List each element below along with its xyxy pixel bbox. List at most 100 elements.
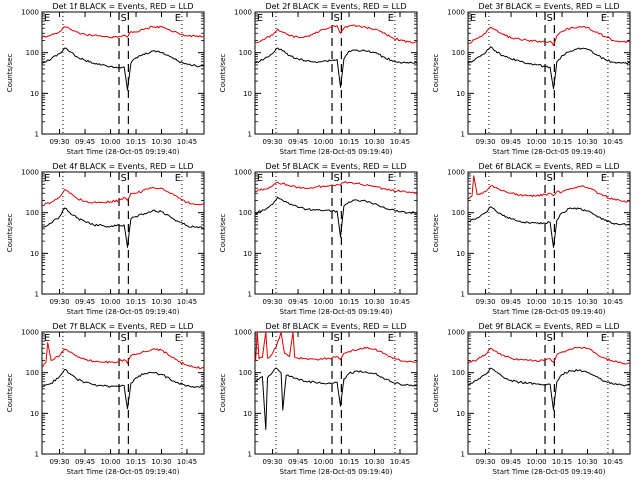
event-marker-label: E (388, 173, 394, 184)
event-marker-label: E (175, 333, 181, 344)
y-tick-label: 100 (26, 209, 39, 217)
x-axis-label: Start Time (28-Oct-05 09:19:40) (493, 468, 606, 476)
plot-frame (467, 171, 631, 295)
x-tick-label: 09:45 (75, 458, 95, 466)
plot-frame (41, 11, 205, 135)
plot-frame (254, 11, 418, 135)
y-axis-label: Counts/sec (432, 374, 440, 413)
x-tick-label: 09:45 (75, 298, 95, 306)
panel-title: Det 9f BLACK = Events, RED = LLD (478, 322, 619, 331)
panel-title: Det 2f BLACK = Events, RED = LLD (265, 2, 406, 11)
x-tick-label: 10:45 (603, 298, 623, 306)
events-series-line (468, 367, 631, 411)
x-tick-label: 10:45 (603, 458, 623, 466)
detector-panel: Det 1f BLACK = Events, RED = LLD 1 10 100 10… (6, 2, 205, 156)
x-tick-label: 10:15 (339, 298, 359, 306)
y-tick-label: 100 (26, 369, 39, 377)
x-tick-label: 10:45 (177, 138, 197, 146)
x-tick-label: 09:30 (475, 298, 495, 306)
x-axis-label: Start Time (28-Oct-05 09:19:40) (67, 308, 180, 316)
y-tick-label: 1 (35, 131, 39, 139)
plot-frame (254, 171, 418, 295)
x-tick-label: 09:30 (49, 298, 69, 306)
detector-panel: Det 3f BLACK = Events, RED = LLD 1 10 100 10… (432, 2, 631, 156)
plot-frame (41, 331, 205, 455)
events-series-line (42, 368, 205, 410)
x-tick-label: 10:15 (339, 138, 359, 146)
lld-series-line (255, 24, 418, 44)
event-marker-label: E (44, 333, 50, 344)
y-tick-label: 1000 (21, 169, 39, 177)
x-tick-label: 10:15 (552, 138, 572, 146)
x-tick-label: 10:45 (390, 298, 410, 306)
x-tick-label: 10:00 (313, 138, 333, 146)
plot-frame (467, 331, 631, 455)
event-marker-label: E (601, 13, 607, 24)
y-tick-label: 1000 (21, 329, 39, 337)
event-marker-label: E (44, 173, 50, 184)
events-series-line (468, 206, 631, 248)
x-axis-label: Start Time (28-Oct-05 09:19:40) (493, 308, 606, 316)
y-tick-label: 10 (456, 90, 465, 98)
lld-series-line (42, 186, 205, 206)
y-tick-label: 10 (243, 90, 252, 98)
x-tick-label: 09:45 (501, 458, 521, 466)
lld-series-line (42, 25, 205, 39)
events-series-line (42, 207, 205, 248)
y-tick-label: 10 (456, 410, 465, 418)
y-tick-label: 1000 (21, 9, 39, 17)
y-axis-label: Counts/sec (432, 54, 440, 93)
y-tick-label: 100 (239, 369, 252, 377)
lld-series-line (468, 346, 631, 365)
x-tick-label: 10:30 (151, 298, 171, 306)
x-tick-label: 09:45 (501, 298, 521, 306)
panel-title: Det 1f BLACK = Events, RED = LLD (52, 2, 193, 11)
y-axis-label: Counts/sec (6, 214, 14, 253)
panel-title: Det 7f BLACK = Events, RED = LLD (52, 322, 193, 331)
y-tick-label: 100 (452, 369, 465, 377)
event-marker-label: E (175, 13, 181, 24)
x-tick-label: 10:45 (177, 298, 197, 306)
x-tick-label: 10:15 (126, 458, 146, 466)
panel-title: Det 5f BLACK = Events, RED = LLD (265, 162, 406, 171)
y-axis-label: Counts/sec (6, 374, 14, 413)
event-marker-label: E (257, 173, 263, 184)
detector-panel: Det 8f BLACK = Events, RED = LLD 1 10 100 10… (219, 322, 418, 476)
y-tick-label: 1 (248, 291, 252, 299)
x-tick-label: 10:45 (390, 138, 410, 146)
y-tick-label: 1000 (234, 329, 252, 337)
y-tick-label: 1 (35, 291, 39, 299)
y-axis-label: Counts/sec (432, 214, 440, 253)
y-tick-label: 1000 (234, 169, 252, 177)
plot-frame (254, 331, 418, 455)
x-tick-label: 10:45 (603, 138, 623, 146)
lld-series-line (468, 26, 631, 46)
y-axis-label: Counts/sec (6, 54, 14, 93)
x-tick-label: 10:00 (526, 138, 546, 146)
panel-title: Det 4f BLACK = Events, RED = LLD (52, 162, 193, 171)
x-tick-label: 10:30 (577, 138, 597, 146)
y-tick-label: 10 (30, 250, 39, 258)
lld-series-line (42, 342, 205, 370)
y-tick-label: 1000 (234, 9, 252, 17)
y-tick-label: 1000 (447, 169, 465, 177)
events-series-line (468, 46, 631, 90)
lld-series-line (255, 331, 418, 363)
x-tick-label: 10:00 (313, 298, 333, 306)
x-tick-label: 10:00 (100, 138, 120, 146)
x-tick-label: 09:30 (262, 458, 282, 466)
lld-series-line (255, 181, 418, 194)
x-tick-label: 10:15 (552, 298, 572, 306)
y-tick-label: 1 (461, 131, 465, 139)
x-tick-label: 09:30 (49, 458, 69, 466)
panel-title: Det 6f BLACK = Events, RED = LLD (478, 162, 619, 171)
y-tick-label: 1 (248, 131, 252, 139)
event-marker-label: E (470, 13, 476, 24)
y-tick-label: 100 (452, 49, 465, 57)
x-tick-label: 10:15 (552, 458, 572, 466)
detector-panel: Det 5f BLACK = Events, RED = LLD 1 10 100 10… (219, 162, 418, 316)
x-tick-label: 09:45 (288, 298, 308, 306)
y-tick-label: 10 (243, 250, 252, 258)
event-marker-label: E (388, 13, 394, 24)
